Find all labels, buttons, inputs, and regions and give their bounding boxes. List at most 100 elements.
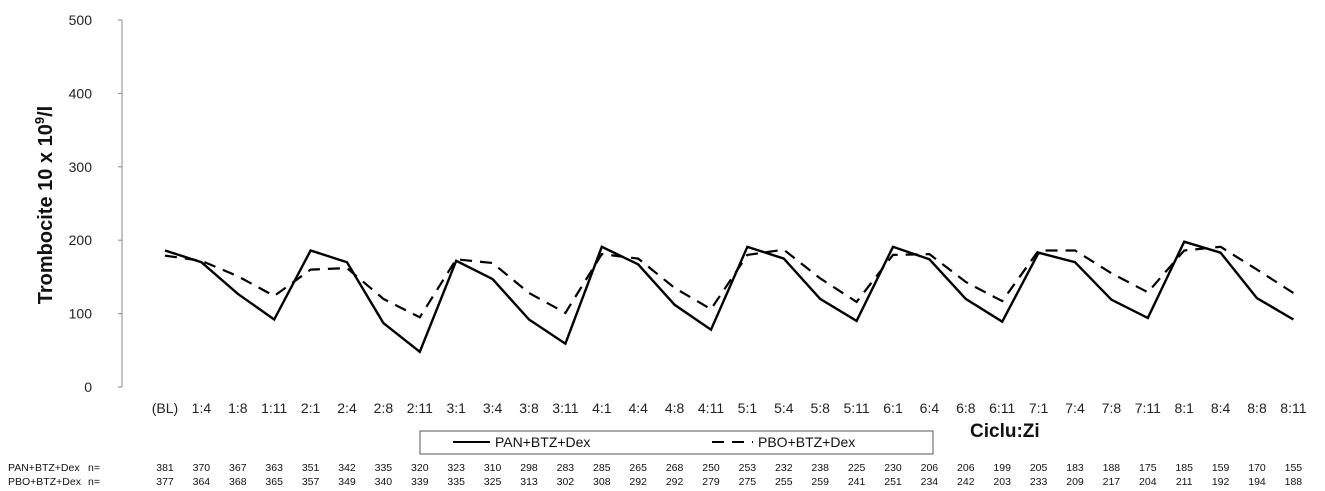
n-value-pbo: 339 — [411, 476, 429, 488]
legend: PAN+BTZ+Dex PBO+BTZ+Dex — [420, 431, 933, 454]
x-tick-label: 5:11 — [843, 400, 869, 416]
n-value-pbo: 194 — [1248, 476, 1266, 488]
x-tick-label: 7:11 — [1135, 400, 1161, 416]
n-value-pan: 320 — [411, 462, 429, 474]
n-value-pan: 225 — [848, 462, 866, 474]
y-axis-label-sup: 9 — [32, 117, 47, 124]
n-value-pbo: 368 — [229, 476, 247, 488]
n-value-pan: 205 — [1030, 462, 1048, 474]
n-value-pan: 206 — [921, 462, 939, 474]
n-value-pan: 265 — [629, 462, 647, 474]
y-tick-label: 300 — [69, 159, 93, 175]
legend-label-pan: PAN+BTZ+Dex — [495, 434, 590, 450]
x-tick-label: 2:1 — [301, 400, 321, 416]
x-tick-label: 1:11 — [261, 400, 287, 416]
x-tick-label: 5:4 — [774, 400, 794, 416]
n-row-label-pan: PAN+BTZ+Dex — [8, 462, 80, 474]
n-value-pan: 367 — [229, 462, 247, 474]
x-tick-label: 5:8 — [810, 400, 830, 416]
n-value-pbo: 209 — [1066, 476, 1084, 488]
n-value-pbo: 302 — [557, 476, 575, 488]
n-value-pbo: 204 — [1139, 476, 1157, 488]
n-value-pan: 230 — [884, 462, 902, 474]
n-value-pbo: 313 — [520, 476, 538, 488]
n-value-pbo: 377 — [156, 476, 174, 488]
x-axis-label: Ciclu:Zi — [970, 421, 1040, 442]
n-value-pbo: 275 — [739, 476, 757, 488]
x-tick-label: 8:8 — [1247, 400, 1267, 416]
n-row-header-pan: n= — [88, 462, 100, 474]
n-value-pan: 283 — [557, 462, 575, 474]
y-tick-label: 500 — [69, 12, 93, 28]
n-value-pbo: 234 — [921, 476, 939, 488]
x-tick-label: 2:4 — [337, 400, 357, 416]
series-lines — [165, 242, 1293, 352]
x-tick-label: 4:11 — [698, 400, 724, 416]
n-value-pbo: 188 — [1285, 476, 1303, 488]
y-tick-label: 0 — [84, 379, 92, 395]
n-value-pan: 170 — [1248, 462, 1266, 474]
x-tick-label: 3:1 — [446, 400, 466, 416]
n-value-pan: 268 — [666, 462, 684, 474]
y-axis-label-end: /l — [35, 106, 57, 117]
series-line-pan — [165, 242, 1293, 352]
y-tick-label: 400 — [69, 85, 93, 101]
n-value-pbo: 211 — [1176, 476, 1193, 488]
n-value-pbo: 255 — [775, 476, 793, 488]
n-value-pan: 199 — [993, 462, 1011, 474]
x-tick-label: 1:8 — [228, 400, 248, 416]
x-tick-label: 8:1 — [1174, 400, 1194, 416]
x-tick-label: 6:4 — [920, 400, 940, 416]
n-value-pan: 155 — [1285, 462, 1303, 474]
n-value-pan: 253 — [739, 462, 757, 474]
n-value-pbo: 325 — [484, 476, 502, 488]
n-value-pbo: 241 — [848, 476, 866, 488]
n-value-pan: 342 — [338, 462, 356, 474]
n-row-label-pbo: PBO+BTZ+Dex — [8, 476, 82, 488]
n-value-pan: 285 — [593, 462, 611, 474]
n-row-header-pbo: n= — [88, 476, 100, 488]
n-value-pbo: 279 — [702, 476, 720, 488]
n-value-pan: 250 — [702, 462, 720, 474]
n-value-pan: 188 — [1103, 462, 1121, 474]
n-value-pbo: 292 — [666, 476, 684, 488]
x-tick-label: 4:8 — [665, 400, 685, 416]
x-tick-label: 6:11 — [989, 400, 1015, 416]
n-value-pan: 298 — [520, 462, 538, 474]
x-tick-label: (BL) — [152, 400, 178, 416]
n-value-pbo: 259 — [811, 476, 829, 488]
n-value-pan: 323 — [447, 462, 465, 474]
y-tick-label: 200 — [69, 232, 93, 248]
y-axis — [118, 20, 122, 387]
n-value-pbo: 203 — [993, 476, 1011, 488]
x-tick-label: 7:8 — [1102, 400, 1122, 416]
x-tick-label: 1:4 — [192, 400, 212, 416]
n-value-pbo: 365 — [265, 476, 283, 488]
x-tick-label: 5:1 — [738, 400, 758, 416]
n-value-pan: 381 — [156, 462, 174, 474]
n-value-pbo: 349 — [338, 476, 356, 488]
x-tick-label: 8:4 — [1211, 400, 1231, 416]
y-axis-label-main: Trombocite 10 x 10 — [35, 124, 57, 304]
n-value-pan: 175 — [1139, 462, 1157, 474]
x-tick-label: 4:4 — [628, 400, 648, 416]
n-value-pbo: 364 — [193, 476, 211, 488]
n-value-pbo: 308 — [593, 476, 611, 488]
n-value-pan: 370 — [193, 462, 211, 474]
n-value-pbo: 335 — [447, 476, 465, 488]
n-table: PAN+BTZ+Dex n= PBO+BTZ+Dex n= 381 370 367 3… — [8, 462, 1302, 488]
n-value-pbo: 292 — [629, 476, 647, 488]
y-tick-label: 100 — [69, 306, 93, 322]
x-tick-label: 7:4 — [1065, 400, 1085, 416]
y-axis-label: Trombocite 10 x 109/l — [32, 106, 57, 304]
x-tick-labels: (BL) 1:4 1:8 1:11 2:1 2:4 2:8 2:11 3:1 3:4 3:8 3:11… — [152, 400, 1307, 416]
n-value-pan: 310 — [484, 462, 502, 474]
x-tick-label: 4:1 — [592, 400, 612, 416]
y-tick-labels: 0 100 200 300 400 500 — [69, 12, 93, 395]
n-value-pan: 363 — [265, 462, 283, 474]
x-tick-label: 2:11 — [407, 400, 433, 416]
x-tick-label: 3:4 — [483, 400, 503, 416]
n-value-pan: 238 — [811, 462, 829, 474]
n-value-pan: 351 — [302, 462, 320, 474]
